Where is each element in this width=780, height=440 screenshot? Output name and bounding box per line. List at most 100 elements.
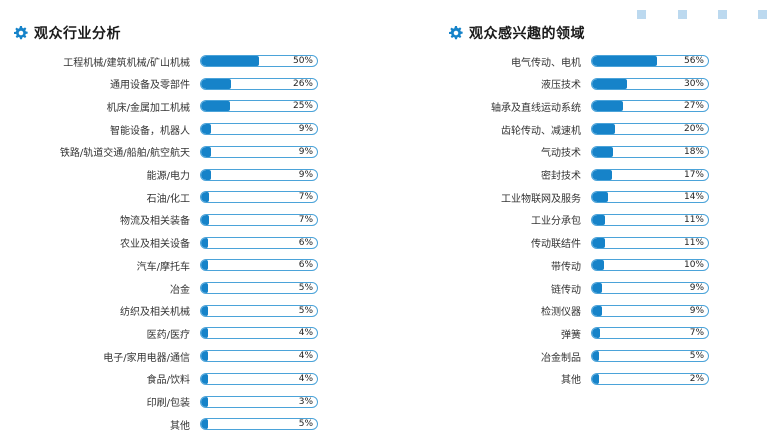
bar-track: 26% [200, 77, 318, 90]
category-label: 传动联结件 [531, 239, 581, 251]
bar-track: 5% [200, 418, 318, 431]
category-label: 电子/家用电器/通信 [103, 352, 190, 364]
bar-track: 9% [200, 145, 318, 158]
value-label: 17% [683, 169, 704, 180]
value-label: 3% [298, 396, 313, 407]
bar-row: 气动技术 18% [449, 145, 709, 159]
value-label: 50% [292, 56, 313, 66]
category-label: 物流及相关装备 [120, 216, 190, 228]
bar-track: 4% [200, 372, 318, 385]
bar-row: 电子/家用电器/通信 4% [14, 349, 318, 364]
value-label: 26% [292, 78, 313, 89]
value-label: 5% [298, 283, 313, 293]
bar-fill [201, 237, 208, 248]
category-label: 其他 [170, 420, 190, 432]
bar-fill [201, 101, 230, 112]
bar-row: 物流及相关装备 7% [14, 213, 318, 227]
bar-track: 3% [200, 395, 318, 408]
bar-track: 7% [200, 191, 318, 204]
category-label: 冶金 [170, 284, 190, 296]
bar-track: 56% [591, 55, 709, 67]
bar-row: 机床/金属加工机械 25% [14, 99, 318, 114]
category-label: 通用设备及零部件 [110, 80, 190, 92]
category-label: 密封技术 [541, 171, 581, 182]
value-label: 7% [298, 214, 313, 225]
right-bar-chart: 电气传动、电机 56% 液压技术 30% 轴承及直线运动系统 27% 齿轮传动、减速机 20%… [449, 54, 714, 395]
value-label: 18% [683, 146, 704, 157]
bar-row: 能源/电力 9% [14, 168, 318, 182]
bar-track: 18% [591, 145, 709, 158]
value-label: 56% [683, 56, 704, 66]
bar-fill [592, 169, 612, 180]
bar-row: 齿轮传动、减速机 20% [449, 122, 709, 137]
gear-icon [449, 26, 463, 40]
bar-fill [592, 78, 627, 89]
category-label: 工业分承包 [531, 216, 581, 228]
gear-icon [14, 26, 28, 40]
category-label: 轴承及直线运动系统 [491, 102, 581, 114]
bar-fill [592, 101, 624, 112]
bar-fill [201, 328, 208, 339]
bar-track: 11% [591, 236, 709, 249]
value-label: 5% [689, 351, 704, 362]
bar-track: 9% [200, 123, 318, 136]
bar-row: 智能设备，机器人 9% [14, 122, 318, 137]
bar-row: 传动联结件 11% [449, 236, 709, 250]
decor-square [718, 10, 727, 19]
decor-square [758, 10, 767, 19]
bar-row: 弹簧 7% [449, 326, 709, 341]
category-label: 能源/电力 [146, 171, 190, 182]
value-label: 4% [298, 328, 313, 339]
bar-fill [201, 192, 210, 203]
bar-track: 7% [200, 213, 318, 226]
value-label: 25% [292, 101, 313, 112]
bar-row: 链传动 9% [449, 281, 709, 296]
value-label: 11% [683, 237, 704, 248]
panel-title-row: 观众感兴趣的领域 [449, 24, 714, 42]
bar-fill [201, 419, 208, 430]
bar-row: 医药/医疗 4% [14, 326, 318, 341]
value-label: 9% [298, 146, 313, 157]
bar-fill [592, 237, 605, 248]
value-label: 9% [298, 169, 313, 180]
value-label: 5% [298, 305, 313, 316]
bar-track: 6% [200, 259, 318, 272]
bar-fill [201, 283, 208, 293]
value-label: 30% [683, 78, 704, 89]
value-label: 4% [298, 373, 313, 384]
bar-row: 冶金 5% [14, 281, 318, 296]
value-label: 14% [683, 192, 704, 203]
category-label: 工程机械/建筑机械/矿山机械 [63, 57, 190, 69]
bar-fill [592, 214, 605, 225]
value-label: 7% [298, 192, 313, 203]
bar-track: 17% [591, 168, 709, 181]
category-label: 铁路/轨道交通/船舶/航空航天 [59, 148, 190, 160]
bar-fill [201, 396, 208, 407]
bar-fill [592, 305, 603, 316]
left-panel-title: 观众行业分析 [34, 26, 121, 42]
bar-row: 汽车/摩托车 6% [14, 258, 318, 273]
bar-track: 5% [591, 350, 709, 363]
bar-track: 2% [591, 372, 709, 385]
bar-row: 冶金制品 5% [449, 349, 709, 364]
category-label: 带传动 [551, 261, 581, 273]
audience-industry-panel: 观众行业分析 工程机械/建筑机械/矿山机械 50% 通用设备及零部件 26% 机床/金属… [14, 24, 324, 440]
bar-track: 20% [591, 123, 709, 136]
value-label: 9% [298, 124, 313, 135]
bar-row: 其他 2% [449, 372, 709, 386]
bar-fill [592, 373, 599, 384]
bar-fill [592, 351, 599, 362]
bar-track: 5% [200, 304, 318, 317]
bar-row: 电气传动、电机 56% [449, 54, 709, 69]
bar-row: 液压技术 30% [449, 77, 709, 91]
category-label: 检测仪器 [541, 307, 581, 319]
bar-track: 6% [200, 236, 318, 249]
category-label: 弹簧 [561, 329, 581, 341]
value-label: 11% [683, 214, 704, 225]
bar-fill [592, 124, 616, 135]
bar-fill [592, 146, 613, 157]
bar-row: 工程机械/建筑机械/矿山机械 50% [14, 54, 318, 69]
category-label: 工业物联网及服务 [501, 193, 581, 205]
value-label: 9% [689, 305, 704, 316]
bar-row: 工业物联网及服务 14% [449, 190, 709, 205]
